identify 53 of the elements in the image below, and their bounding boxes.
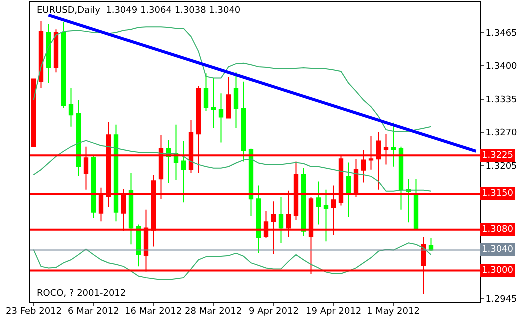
y-tick-label: 1.3205	[486, 162, 518, 172]
ref-line-label: 1.3080	[482, 225, 514, 235]
line-series	[33, 26, 432, 132]
candlestick	[31, 78, 36, 148]
candlestick	[414, 178, 419, 230]
candlestick	[234, 72, 239, 129]
candlestick	[316, 181, 322, 226]
candlestick	[128, 173, 134, 246]
x-tick-label: 9 Apr 2012	[249, 307, 299, 317]
candlestick	[256, 185, 262, 254]
ref-line-label: 1.3040	[482, 245, 514, 255]
candlestick	[218, 93, 224, 144]
candlestick	[204, 73, 209, 112]
candlestick	[54, 29, 59, 74]
candlestick	[68, 88, 74, 128]
x-tick-label: 19 Apr 2012	[306, 307, 362, 317]
candlestick	[91, 156, 96, 220]
line-series	[33, 242, 432, 280]
x-tick-label: 1 May 2012	[367, 307, 420, 317]
x-tick-label: 16 Mar 2012	[125, 307, 182, 317]
candlestick	[406, 178, 412, 224]
x-tick-label: 28 Mar 2012	[185, 307, 242, 317]
candlestick	[61, 21, 66, 109]
y-tick-label: 1.3465	[486, 28, 518, 39]
candlestick	[346, 162, 352, 218]
candlestick	[301, 168, 306, 236]
candlestick	[114, 124, 119, 222]
candlestick	[76, 100, 82, 177]
y-tick-label: 1.3400	[486, 62, 518, 72]
candlestick	[211, 78, 216, 129]
candlestick	[136, 224, 142, 268]
ref-line-label: 1.3225	[482, 151, 514, 161]
candlestick	[241, 81, 246, 162]
x-tick-label: 23 Feb 2012	[6, 307, 62, 317]
candlestick	[181, 140, 186, 204]
candlestick	[428, 238, 434, 251]
annotation: ROCO, ? 2001-2012	[37, 289, 126, 299]
candlestick	[38, 20, 44, 90]
ref-line-label: 1.3000	[482, 266, 514, 276]
candlestick	[278, 197, 284, 244]
candlestick	[398, 146, 404, 210]
y-tick-label: 1.3335	[486, 95, 518, 106]
candlestick	[324, 189, 329, 242]
chart-title: EURUSD,Daily 1.3049 1.3064 1.3038 1.3040	[37, 6, 241, 16]
candlestick	[391, 122, 396, 168]
ref-line-label: 1.3150	[482, 189, 514, 199]
line-series	[33, 140, 432, 192]
x-tick-label: 6 Mar 2012	[68, 307, 120, 317]
candlestick	[248, 148, 254, 218]
y-tick-label: 1.2945	[486, 295, 518, 306]
y-tick-label: 1.3270	[486, 128, 518, 139]
candlestick	[46, 24, 52, 84]
candlestick	[226, 76, 232, 119]
